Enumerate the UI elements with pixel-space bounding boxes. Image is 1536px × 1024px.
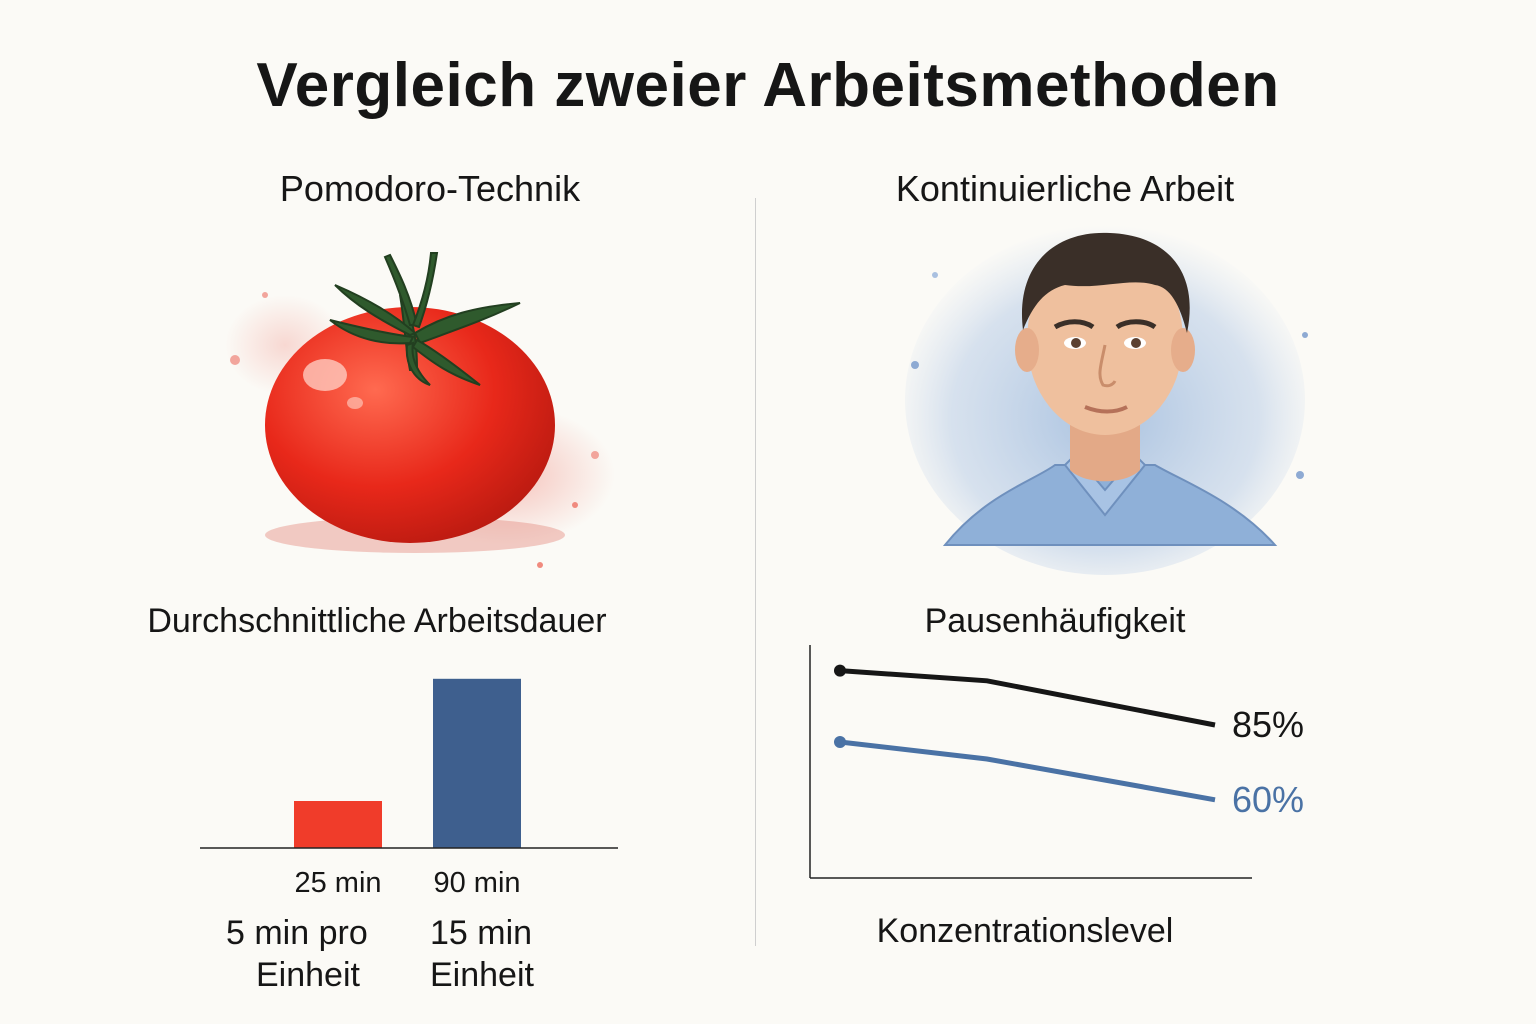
series-end-label-black: 85% — [1232, 704, 1304, 745]
series-start-point-blue — [834, 736, 846, 748]
bar-label-pomodoro: 25 min — [294, 867, 381, 899]
series-end-label-blue: 60% — [1232, 779, 1304, 820]
bar-pomodoro — [294, 801, 382, 848]
bar-label-continuous: 90 min — [433, 867, 520, 899]
bar-continuous — [433, 678, 521, 848]
pomodoro-heading: Pomodoro-Technik — [279, 168, 581, 209]
break-note-pomodoro-line1: 5 min pro — [226, 914, 368, 952]
break-note-continuous-line1: 15 min — [430, 914, 533, 952]
continuous-work-heading: Kontinuierliche Arbeit — [895, 168, 1235, 209]
series-line-blue — [839, 739, 1216, 803]
break-note-pomodoro: 5 min pro Einheit — [226, 912, 406, 996]
line-chart-title: Pausenhäufigkeit — [924, 602, 1186, 640]
column-divider — [755, 198, 756, 946]
line-chart: 85% 60% — [809, 645, 1304, 879]
series-line-black — [839, 668, 1216, 728]
page-title: Vergleich zweier Arbeitsmethoden — [256, 51, 1280, 120]
series-start-point-black — [834, 664, 846, 677]
bar-chart-title: Durchschnittliche Arbeitsdauer — [147, 602, 607, 640]
line-chart-x-axis-label: Konzentrationslevel — [876, 912, 1174, 950]
break-note-pomodoro-line2: Einheit — [256, 956, 360, 994]
bar-chart: 25 min 90 min — [200, 678, 618, 899]
break-note-continuous: 15 min Einheit — [430, 912, 610, 996]
person-illustration — [905, 225, 1308, 575]
break-note-continuous-line2: Einheit — [430, 956, 534, 994]
tomato-illustration — [225, 252, 615, 568]
